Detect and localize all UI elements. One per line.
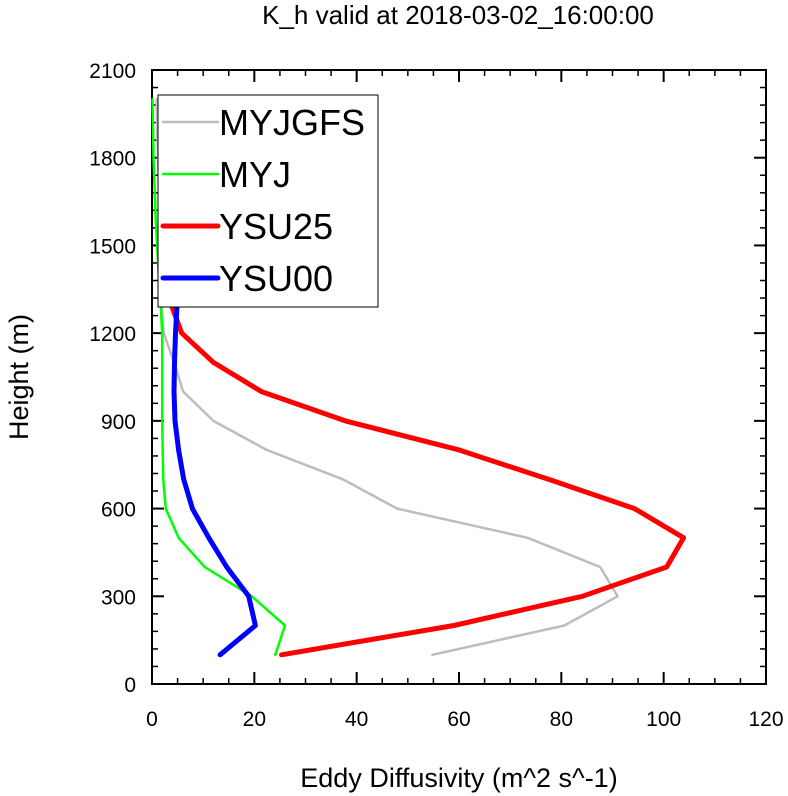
axis-tick-labels: 0 20 40 60 80 100 1200300600900120015001800210… (89, 60, 783, 731)
y-tick-label: 0 (124, 674, 136, 697)
x-tick-label: 100 (646, 708, 681, 731)
y-tick-label: 1800 (89, 148, 136, 171)
x-axis-label: Eddy Diffusivity (m^2 s^-1) (300, 763, 617, 793)
legend-label-ysu25: YSU25 (219, 206, 333, 247)
y-tick-label: 900 (101, 411, 136, 434)
series-line-myj (151, 97, 287, 657)
y-tick-label: 300 (101, 586, 136, 609)
y-tick-label: 1200 (89, 323, 136, 346)
legend-label-myjgfs: MYJGFS (219, 102, 365, 143)
legend-box (157, 94, 379, 308)
legend: MYJGFS MYJ YSU25 YSU00 (157, 94, 379, 308)
x-tick-label: 20 (243, 708, 266, 731)
axis-ticks (151, 69, 767, 685)
y-tick-label: 1500 (89, 235, 136, 258)
x-tick-label: 40 (345, 708, 368, 731)
x-tick-label: 0 (146, 708, 158, 731)
legend-label-myj: MYJ (219, 154, 291, 195)
y-axis-label: Height (m) (4, 314, 34, 440)
x-tick-label: 80 (550, 708, 573, 731)
legend-label-ysu00: YSU00 (219, 258, 333, 299)
chart-title: K_h valid at 2018-03-02_16:00:00 (262, 0, 654, 30)
y-tick-label: 600 (101, 499, 136, 522)
x-tick-label: 120 (748, 708, 783, 731)
y-tick-label: 2100 (89, 60, 136, 83)
x-tick-label: 60 (447, 708, 470, 731)
